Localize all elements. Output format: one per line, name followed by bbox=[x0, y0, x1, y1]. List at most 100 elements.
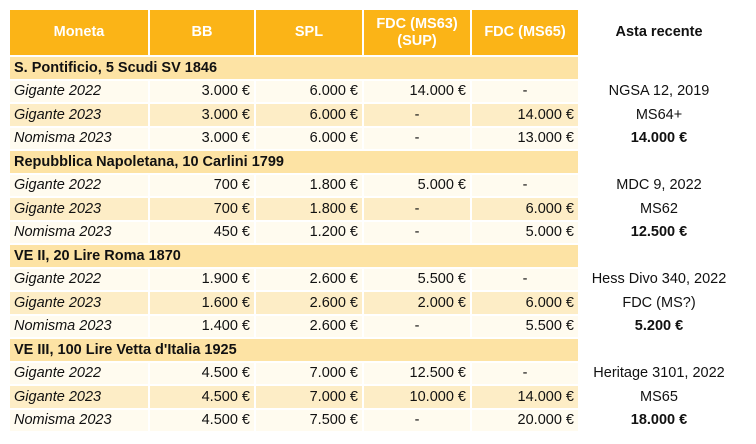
auction-spacer bbox=[580, 339, 738, 361]
source-cell: Gigante 2023 bbox=[10, 386, 148, 408]
source-cell: Gigante 2022 bbox=[10, 268, 148, 290]
fdc-ms63-cell: 5.000 € bbox=[364, 174, 470, 196]
fdc-ms63-cell: - bbox=[364, 104, 470, 126]
spl-cell: 1.800 € bbox=[256, 174, 362, 196]
source-cell: Gigante 2023 bbox=[10, 292, 148, 314]
spl-cell: 2.600 € bbox=[256, 315, 362, 337]
spl-cell: 2.600 € bbox=[256, 268, 362, 290]
table-row: Nomisma 2023 450 €1.200 € -5.000 €12.500 € bbox=[10, 221, 738, 243]
fdc-ms65-cell: 6.000 € bbox=[472, 198, 578, 220]
source-cell: Gigante 2022 bbox=[10, 80, 148, 102]
fdc-ms65-cell: 20.000 € bbox=[472, 409, 578, 431]
spl-cell: 7.000 € bbox=[256, 362, 362, 384]
group-row: VE II, 20 Lire Roma 1870 bbox=[10, 245, 738, 267]
header-fdc-ms65: FDC (MS65) bbox=[472, 10, 578, 55]
spl-cell: 7.500 € bbox=[256, 409, 362, 431]
fdc-ms65-cell: 13.000 € bbox=[472, 127, 578, 149]
table-row: Gigante 2022 1.900 €2.600 €5.500 € - Hess D… bbox=[10, 268, 738, 290]
bb-cell: 4.500 € bbox=[150, 409, 254, 431]
table-row: Gigante 2022 700 €1.800 €5.000 € - MDC 9, 2… bbox=[10, 174, 738, 196]
spl-cell: 6.000 € bbox=[256, 80, 362, 102]
fdc-ms65-cell: 5.500 € bbox=[472, 315, 578, 337]
coin-title: VE II, 20 Lire Roma 1870 bbox=[10, 245, 578, 267]
source-cell: Nomisma 2023 bbox=[10, 221, 148, 243]
bb-cell: 1.600 € bbox=[150, 292, 254, 314]
bb-cell: 1.400 € bbox=[150, 315, 254, 337]
bb-cell: 3.000 € bbox=[150, 80, 254, 102]
auction-info: NGSA 12, 2019 bbox=[580, 80, 738, 102]
spl-cell: 2.600 € bbox=[256, 292, 362, 314]
bb-cell: 4.500 € bbox=[150, 386, 254, 408]
fdc-ms63-cell: - bbox=[364, 409, 470, 431]
auction-price: 5.200 € bbox=[580, 315, 738, 337]
table-row: Gigante 2022 3.000 €6.000 €14.000 € - NGSA … bbox=[10, 80, 738, 102]
auction-info: MS65 bbox=[580, 386, 738, 408]
auction-spacer bbox=[580, 151, 738, 173]
fdc-ms65-cell: - bbox=[472, 268, 578, 290]
spl-cell: 6.000 € bbox=[256, 104, 362, 126]
coin-title: S. Pontificio, 5 Scudi SV 1846 bbox=[10, 57, 578, 79]
bb-cell: 3.000 € bbox=[150, 127, 254, 149]
auction-spacer bbox=[580, 57, 738, 79]
bb-cell: 700 € bbox=[150, 198, 254, 220]
source-cell: Gigante 2023 bbox=[10, 104, 148, 126]
fdc-ms63-cell: 12.500 € bbox=[364, 362, 470, 384]
bb-cell: 3.000 € bbox=[150, 104, 254, 126]
source-cell: Nomisma 2023 bbox=[10, 127, 148, 149]
source-cell: Gigante 2023 bbox=[10, 198, 148, 220]
fdc-ms63-cell: 2.000 € bbox=[364, 292, 470, 314]
bb-cell: 4.500 € bbox=[150, 362, 254, 384]
coin-valuation-table-wrapper: Moneta BB SPL FDC (MS63) (SUP) FDC (MS65… bbox=[8, 8, 740, 433]
auction-spacer bbox=[580, 245, 738, 267]
auction-info: Heritage 3101, 2022 bbox=[580, 362, 738, 384]
auction-info: FDC (MS?) bbox=[580, 292, 738, 314]
header-bb: BB bbox=[150, 10, 254, 55]
fdc-ms63-cell: 10.000 € bbox=[364, 386, 470, 408]
fdc-ms65-cell: 14.000 € bbox=[472, 386, 578, 408]
auction-price: 12.500 € bbox=[580, 221, 738, 243]
table-row: Gigante 2023 4.500 €7.000 €10.000 €14.000… bbox=[10, 386, 738, 408]
header-asta-recente: Asta recente bbox=[580, 10, 738, 55]
coin-valuation-table: Moneta BB SPL FDC (MS63) (SUP) FDC (MS65… bbox=[8, 8, 740, 433]
auction-price: 18.000 € bbox=[580, 409, 738, 431]
source-cell: Nomisma 2023 bbox=[10, 315, 148, 337]
fdc-ms63-cell: 14.000 € bbox=[364, 80, 470, 102]
spl-cell: 7.000 € bbox=[256, 386, 362, 408]
fdc-ms63-cell: - bbox=[364, 221, 470, 243]
fdc-ms63-cell: - bbox=[364, 127, 470, 149]
bb-cell: 450 € bbox=[150, 221, 254, 243]
table-row: Gigante 2022 4.500 €7.000 €12.500 € - Herit… bbox=[10, 362, 738, 384]
header-spl: SPL bbox=[256, 10, 362, 55]
table-body: S. Pontificio, 5 Scudi SV 1846 Gigante 20… bbox=[10, 57, 738, 431]
bb-cell: 1.900 € bbox=[150, 268, 254, 290]
fdc-ms65-cell: 5.000 € bbox=[472, 221, 578, 243]
header-row: Moneta BB SPL FDC (MS63) (SUP) FDC (MS65… bbox=[10, 10, 738, 55]
source-cell: Gigante 2022 bbox=[10, 362, 148, 384]
group-row: S. Pontificio, 5 Scudi SV 1846 bbox=[10, 57, 738, 79]
spl-cell: 1.800 € bbox=[256, 198, 362, 220]
fdc-ms65-cell: 6.000 € bbox=[472, 292, 578, 314]
spl-cell: 1.200 € bbox=[256, 221, 362, 243]
header-fdc-ms63: FDC (MS63) (SUP) bbox=[364, 10, 470, 55]
spl-cell: 6.000 € bbox=[256, 127, 362, 149]
table-row: Gigante 2023 700 €1.800 € -6.000 € MS62 bbox=[10, 198, 738, 220]
auction-info: Hess Divo 340, 2022 bbox=[580, 268, 738, 290]
fdc-ms63-cell: 5.500 € bbox=[364, 268, 470, 290]
fdc-ms65-cell: - bbox=[472, 362, 578, 384]
table-row: Gigante 2023 1.600 €2.600 €2.000 €6.000 €… bbox=[10, 292, 738, 314]
coin-title: VE III, 100 Lire Vetta d'Italia 1925 bbox=[10, 339, 578, 361]
group-row: Repubblica Napoletana, 10 Carlini 1799 bbox=[10, 151, 738, 173]
source-cell: Nomisma 2023 bbox=[10, 409, 148, 431]
auction-info: MDC 9, 2022 bbox=[580, 174, 738, 196]
fdc-ms63-cell: - bbox=[364, 198, 470, 220]
fdc-ms65-cell: 14.000 € bbox=[472, 104, 578, 126]
source-cell: Gigante 2022 bbox=[10, 174, 148, 196]
coin-title: Repubblica Napoletana, 10 Carlini 1799 bbox=[10, 151, 578, 173]
fdc-ms65-cell: - bbox=[472, 174, 578, 196]
bb-cell: 700 € bbox=[150, 174, 254, 196]
fdc-ms63-cell: - bbox=[364, 315, 470, 337]
auction-info: MS62 bbox=[580, 198, 738, 220]
fdc-ms65-cell: - bbox=[472, 80, 578, 102]
table-row: Nomisma 2023 4.500 €7.500 € -20.000 €18.00… bbox=[10, 409, 738, 431]
table-row: Nomisma 2023 1.400 €2.600 € -5.500 €5.200 … bbox=[10, 315, 738, 337]
